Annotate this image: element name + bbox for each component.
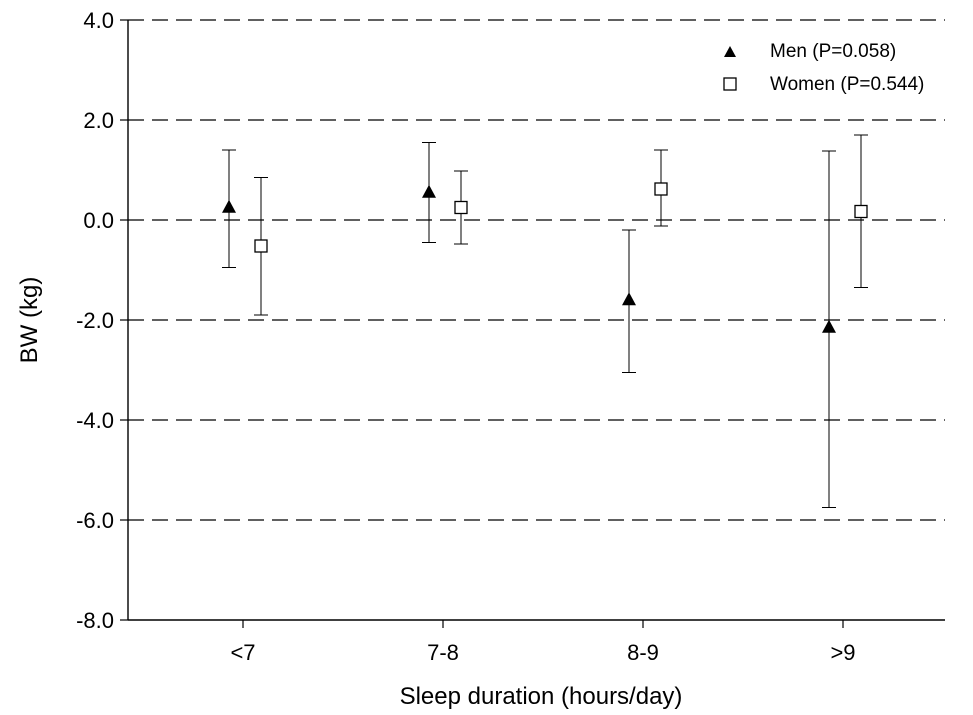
grid-layer: [128, 19, 945, 521]
legend-item-men: Men (P=0.058): [724, 41, 896, 62]
legend-marker-men: [724, 46, 736, 57]
x-tick-label: <7: [230, 640, 255, 665]
legend: Men (P=0.058) Women (P=0.544): [723, 41, 924, 95]
data-point-men: [622, 292, 636, 306]
y-tick-label: -2.0: [76, 308, 114, 333]
x-axis-label: Sleep duration (hours/day): [400, 683, 683, 710]
data-point-women: [254, 239, 268, 253]
y-tick-label: 2.0: [83, 108, 114, 133]
y-tick-label: 0.0: [83, 208, 114, 233]
data-point-men: [822, 319, 836, 333]
legend-item-women: Women (P=0.544): [723, 74, 924, 95]
x-tick-label: >9: [830, 640, 855, 665]
y-tick-label: -6.0: [76, 508, 114, 533]
y-tick-label: -4.0: [76, 408, 114, 433]
data-point-men: [222, 199, 236, 213]
data-point-women: [854, 204, 868, 219]
axes-layer: -8.0 -6.0 -4.0 -2.0 0.0 2.0 4.0 <7 7-8 8-9 >9: [76, 8, 945, 665]
y-axis-label: BW (kg): [16, 277, 43, 364]
data-point-men: [422, 184, 436, 198]
y-tick-label: -8.0: [76, 608, 114, 633]
legend-label-women: Women (P=0.544): [770, 74, 924, 95]
y-tick-label: 4.0: [83, 8, 114, 33]
data-point-women: [654, 182, 668, 196]
legend-marker-women: [723, 77, 737, 91]
data-point-women: [454, 200, 468, 215]
marks-layer: [222, 134, 868, 508]
x-tick-label: 8-9: [627, 640, 659, 665]
legend-label-men: Men (P=0.058): [770, 41, 896, 62]
x-tick-label: 7-8: [427, 640, 459, 665]
